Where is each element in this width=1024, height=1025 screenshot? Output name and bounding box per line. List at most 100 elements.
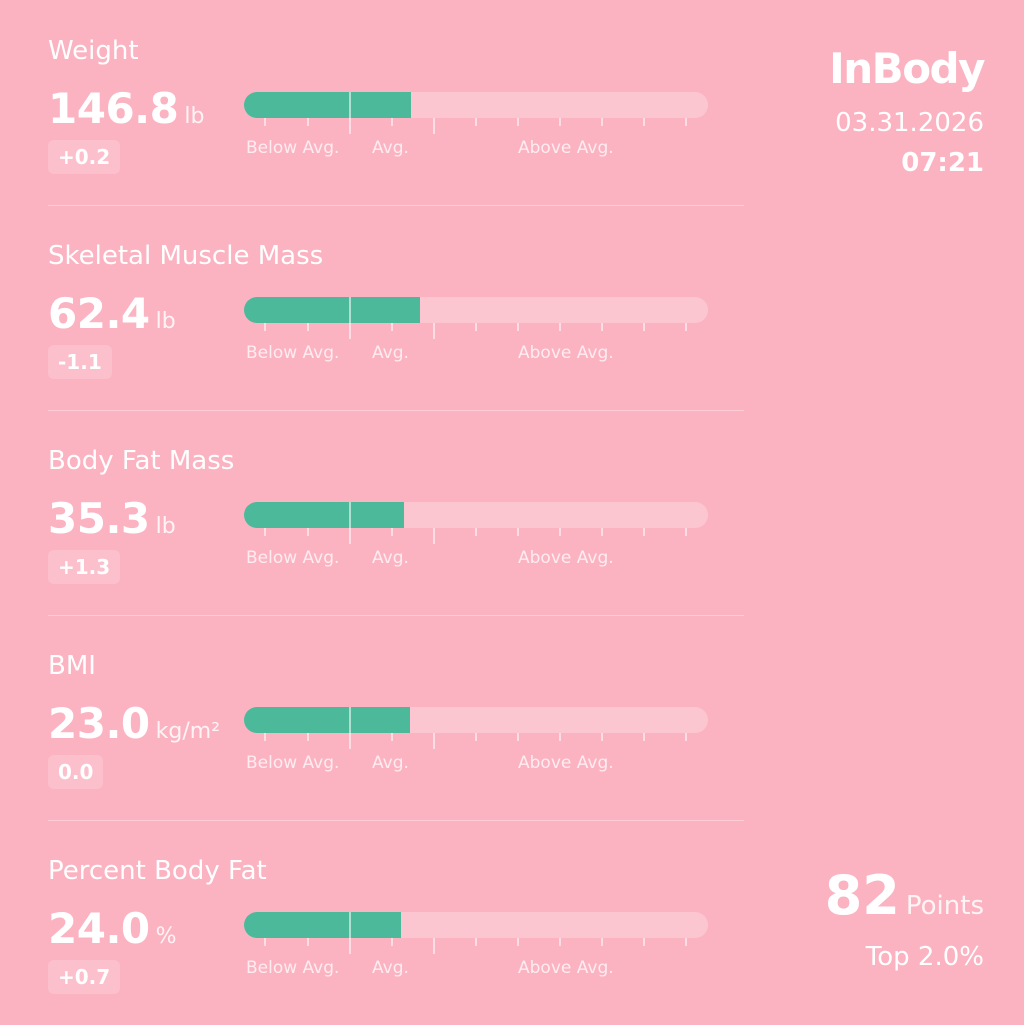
range-bar-divider	[349, 912, 351, 938]
metric-weight[interactable]: Weight 146.8 lb +0.2 Below Avg. Avg. Abov…	[48, 0, 744, 205]
range-tick	[391, 118, 393, 126]
range-tick	[517, 733, 519, 741]
range-tick	[391, 323, 393, 331]
range-tick	[643, 323, 645, 331]
change-badge: +1.3	[48, 550, 121, 584]
range-tick	[601, 323, 603, 331]
change-badge: +0.2	[48, 140, 121, 174]
range-tick	[264, 938, 266, 946]
range-bar-fill	[244, 297, 421, 323]
range-tick	[517, 528, 519, 536]
metric-unit: lb	[155, 309, 176, 334]
range-bar	[244, 707, 708, 733]
range-tick	[475, 528, 477, 536]
scale-label-avg: Avg.	[372, 138, 409, 158]
range-tick	[307, 323, 309, 331]
range-tick	[559, 528, 561, 536]
measurement-date: 03.31.2026	[835, 108, 984, 138]
range-tick	[433, 118, 435, 134]
metric-value-row: 62.4 lb	[48, 289, 176, 338]
range-tick	[264, 323, 266, 331]
metric-label: Skeletal Muscle Mass	[48, 241, 324, 271]
score-value: 82	[824, 864, 900, 927]
metric-value-row: 146.8 lb	[48, 84, 204, 133]
range-bar-divider	[349, 297, 351, 323]
metric-skeletal-muscle-mass[interactable]: Skeletal Muscle Mass 62.4 lb -1.1 Below A…	[48, 205, 744, 410]
score-rank: Top 2.0%	[865, 942, 984, 972]
metric-value: 35.3	[48, 494, 150, 543]
scale-label-above-avg: Above Avg.	[518, 753, 614, 773]
metric-bmi[interactable]: BMI 23.0 kg/m² 0.0 Below Avg. Avg. Above …	[48, 615, 744, 820]
range-bar-fill	[244, 502, 405, 528]
range-tick	[601, 118, 603, 126]
metric-body-fat-mass[interactable]: Body Fat Mass 35.3 lb +1.3 Below Avg. Avg…	[48, 410, 744, 615]
metric-unit: lb	[184, 104, 205, 129]
range-tick	[391, 528, 393, 536]
measurement-time: 07:21	[901, 148, 984, 178]
range-tick	[601, 938, 603, 946]
metric-value: 146.8	[48, 84, 179, 133]
range-tick	[559, 938, 561, 946]
metric-label: Percent Body Fat	[48, 856, 267, 886]
range-bar-divider	[349, 707, 351, 733]
score-display: 82 Points	[825, 864, 984, 927]
range-tick	[349, 528, 351, 544]
range-tick	[475, 938, 477, 946]
scale-label-avg: Avg.	[372, 958, 409, 978]
range-bar	[244, 502, 708, 528]
range-tick	[433, 733, 435, 749]
metric-value: 62.4	[48, 289, 150, 338]
range-ticks	[244, 118, 708, 136]
metric-percent-body-fat[interactable]: Percent Body Fat 24.0% +0.7 Below Avg. A…	[48, 820, 744, 1025]
metric-value: 24.0	[48, 904, 150, 953]
scale-label-above-avg: Above Avg.	[518, 548, 614, 568]
range-tick	[559, 118, 561, 126]
range-tick	[601, 733, 603, 741]
scale-label-below-avg: Below Avg.	[246, 343, 340, 363]
scale-label-avg: Avg.	[372, 343, 409, 363]
range-tick	[433, 938, 435, 954]
range-bar-divider	[349, 502, 351, 528]
metric-unit: kg/m²	[155, 719, 221, 744]
range-tick	[685, 118, 687, 126]
range-tick	[601, 528, 603, 536]
metric-value-row: 24.0%	[48, 904, 177, 953]
range-bar-fill	[244, 912, 401, 938]
range-tick	[307, 528, 309, 536]
range-bar	[244, 92, 708, 118]
range-tick	[685, 528, 687, 536]
scale-label-above-avg: Above Avg.	[518, 138, 614, 158]
range-tick	[643, 733, 645, 741]
range-tick	[475, 118, 477, 126]
range-tick	[391, 733, 393, 741]
range-bar	[244, 912, 708, 938]
range-tick	[643, 528, 645, 536]
range-tick	[264, 528, 266, 536]
range-tick	[264, 733, 266, 741]
range-tick	[391, 938, 393, 946]
range-tick	[307, 733, 309, 741]
range-ticks	[244, 323, 708, 341]
range-tick	[307, 938, 309, 946]
range-bar-divider	[349, 92, 351, 118]
range-ticks	[244, 938, 708, 956]
range-tick	[517, 938, 519, 946]
range-ticks	[244, 528, 708, 546]
metric-value-row: 23.0 kg/m²	[48, 699, 220, 748]
range-bar-fill	[244, 92, 412, 118]
scale-label-avg: Avg.	[372, 548, 409, 568]
range-ticks	[244, 733, 708, 751]
range-tick	[349, 733, 351, 749]
range-tick	[349, 118, 351, 134]
scale-label-below-avg: Below Avg.	[246, 548, 340, 568]
metric-label: Body Fat Mass	[48, 446, 235, 476]
range-tick	[433, 528, 435, 544]
range-tick	[349, 938, 351, 954]
score-unit: Points	[905, 891, 984, 921]
range-tick	[559, 323, 561, 331]
scale-label-below-avg: Below Avg.	[246, 753, 340, 773]
range-tick	[264, 118, 266, 126]
change-badge: -1.1	[48, 345, 112, 379]
range-tick	[433, 323, 435, 339]
range-bar-fill	[244, 707, 410, 733]
